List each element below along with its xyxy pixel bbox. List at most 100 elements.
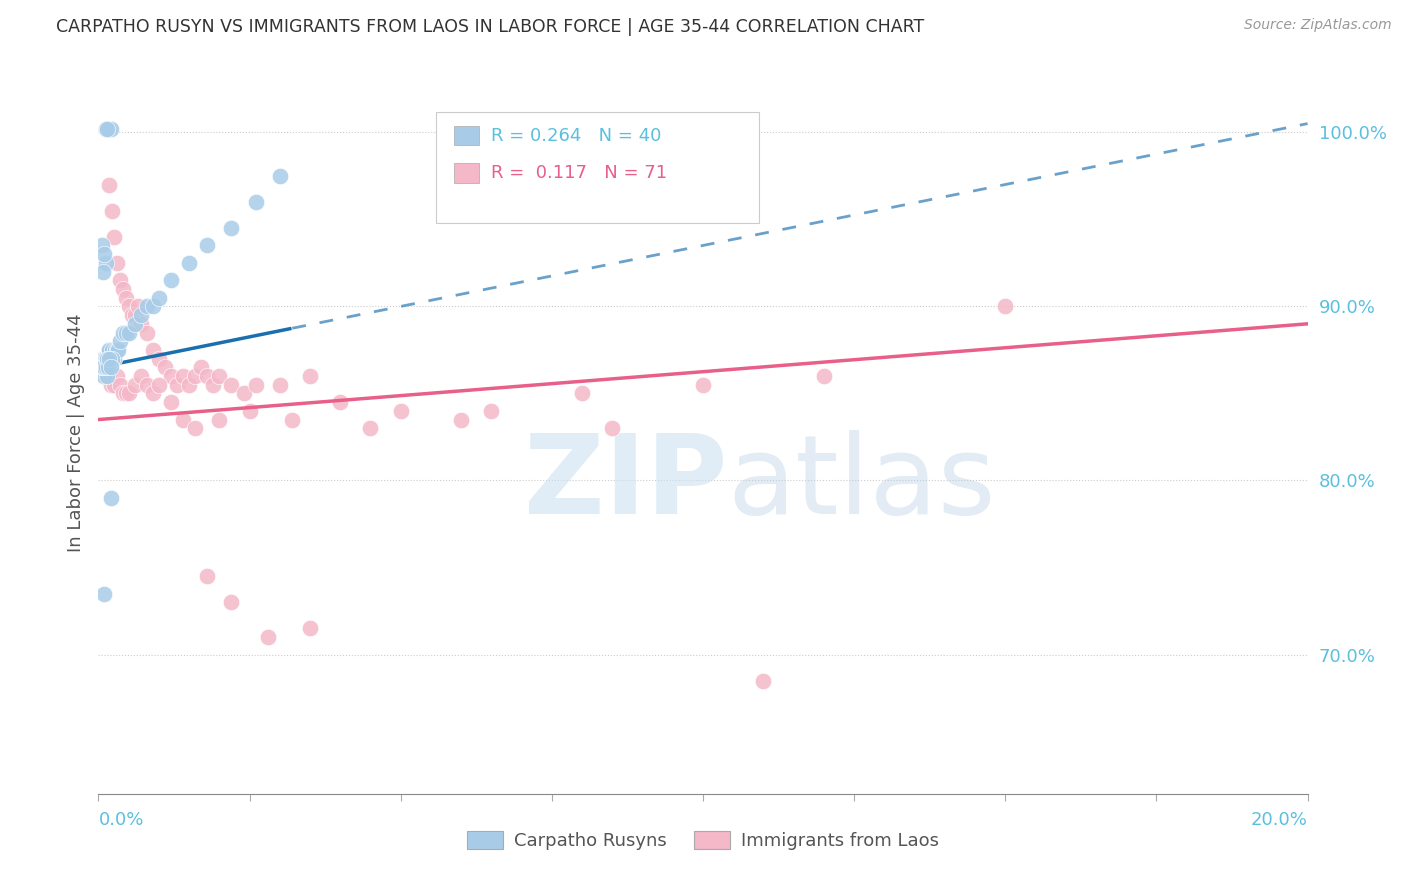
Point [129,317,152,331]
Point [239,404,262,418]
Text: CARPATHO RUSYN VS IMMIGRANTS FROM LAOS IN LABOR FORCE | AGE 35-44 CORRELATION CH: CARPATHO RUSYN VS IMMIGRANTS FROM LAOS I… [56,18,925,36]
Point [129,308,152,322]
Y-axis label: In Labor Force | Age 35-44: In Labor Force | Age 35-44 [66,313,84,552]
Text: R = 0.264   N = 40: R = 0.264 N = 40 [491,127,661,145]
Point [129,369,152,384]
Point [91,360,114,375]
Point [114,291,136,305]
Point [93,247,115,261]
Point [108,334,131,349]
Point [153,360,176,375]
Point [94,351,117,366]
Point [179,256,201,270]
Point [142,343,165,357]
Point [184,369,207,384]
Text: R =  0.117   N = 71: R = 0.117 N = 71 [491,164,666,182]
Point [195,569,218,583]
Point [93,587,115,601]
Point [208,369,231,384]
Point [221,377,243,392]
Point [269,169,291,183]
Point [96,369,118,384]
Point [111,282,134,296]
Point [172,412,194,426]
Point [108,377,131,392]
Point [232,386,254,401]
Point [96,121,118,136]
Point [208,412,231,426]
Point [245,194,267,209]
Point [93,360,115,375]
Point [114,386,136,401]
Point [100,203,122,218]
Point [103,229,125,244]
Point [124,377,146,392]
Point [752,673,775,688]
Point [97,360,120,375]
Point [221,595,243,609]
Point [96,360,118,375]
Point [105,369,128,384]
Text: 0.0%: 0.0% [98,812,143,830]
Point [101,351,124,366]
Point [195,238,218,252]
Point [94,256,117,270]
Point [195,369,218,384]
Point [105,256,128,270]
Point [98,343,121,357]
Point [571,386,593,401]
Point [91,369,114,384]
Point [124,317,146,331]
Point [97,343,120,357]
Point [256,630,278,644]
Point [114,326,136,340]
Text: ZIP: ZIP [524,430,727,537]
Point [148,377,170,392]
Point [111,326,134,340]
Point [281,412,304,426]
Point [91,360,114,375]
Point [142,299,165,313]
Point [389,404,412,418]
Point [124,308,146,322]
Point [118,386,141,401]
Point [104,343,127,357]
Point [94,360,117,375]
Point [299,622,322,636]
Point [221,221,243,235]
Point [994,299,1017,313]
Point [93,360,115,375]
Point [94,360,117,375]
Point [160,395,183,409]
Point [91,360,114,375]
Point [97,351,120,366]
Point [105,343,128,357]
Point [98,121,121,136]
Point [127,299,149,313]
Point [98,178,121,192]
Point [103,377,125,392]
Point [142,386,165,401]
Point [91,360,114,375]
Point [100,343,122,357]
Point [91,360,114,375]
Point [160,273,183,287]
Point [148,351,170,366]
Legend: Carpatho Rusyns, Immigrants from Laos: Carpatho Rusyns, Immigrants from Laos [460,823,946,857]
Point [299,369,322,384]
Point [91,264,114,278]
Point [135,326,157,340]
Point [91,360,114,375]
Point [98,351,121,366]
Point [118,299,141,313]
Point [135,377,157,392]
Point [692,377,714,392]
Point [269,377,291,392]
Point [100,360,122,375]
Point [107,343,129,357]
Point [94,121,117,136]
Point [108,273,131,287]
Point [91,360,114,375]
Point [121,308,143,322]
Point [118,326,141,340]
